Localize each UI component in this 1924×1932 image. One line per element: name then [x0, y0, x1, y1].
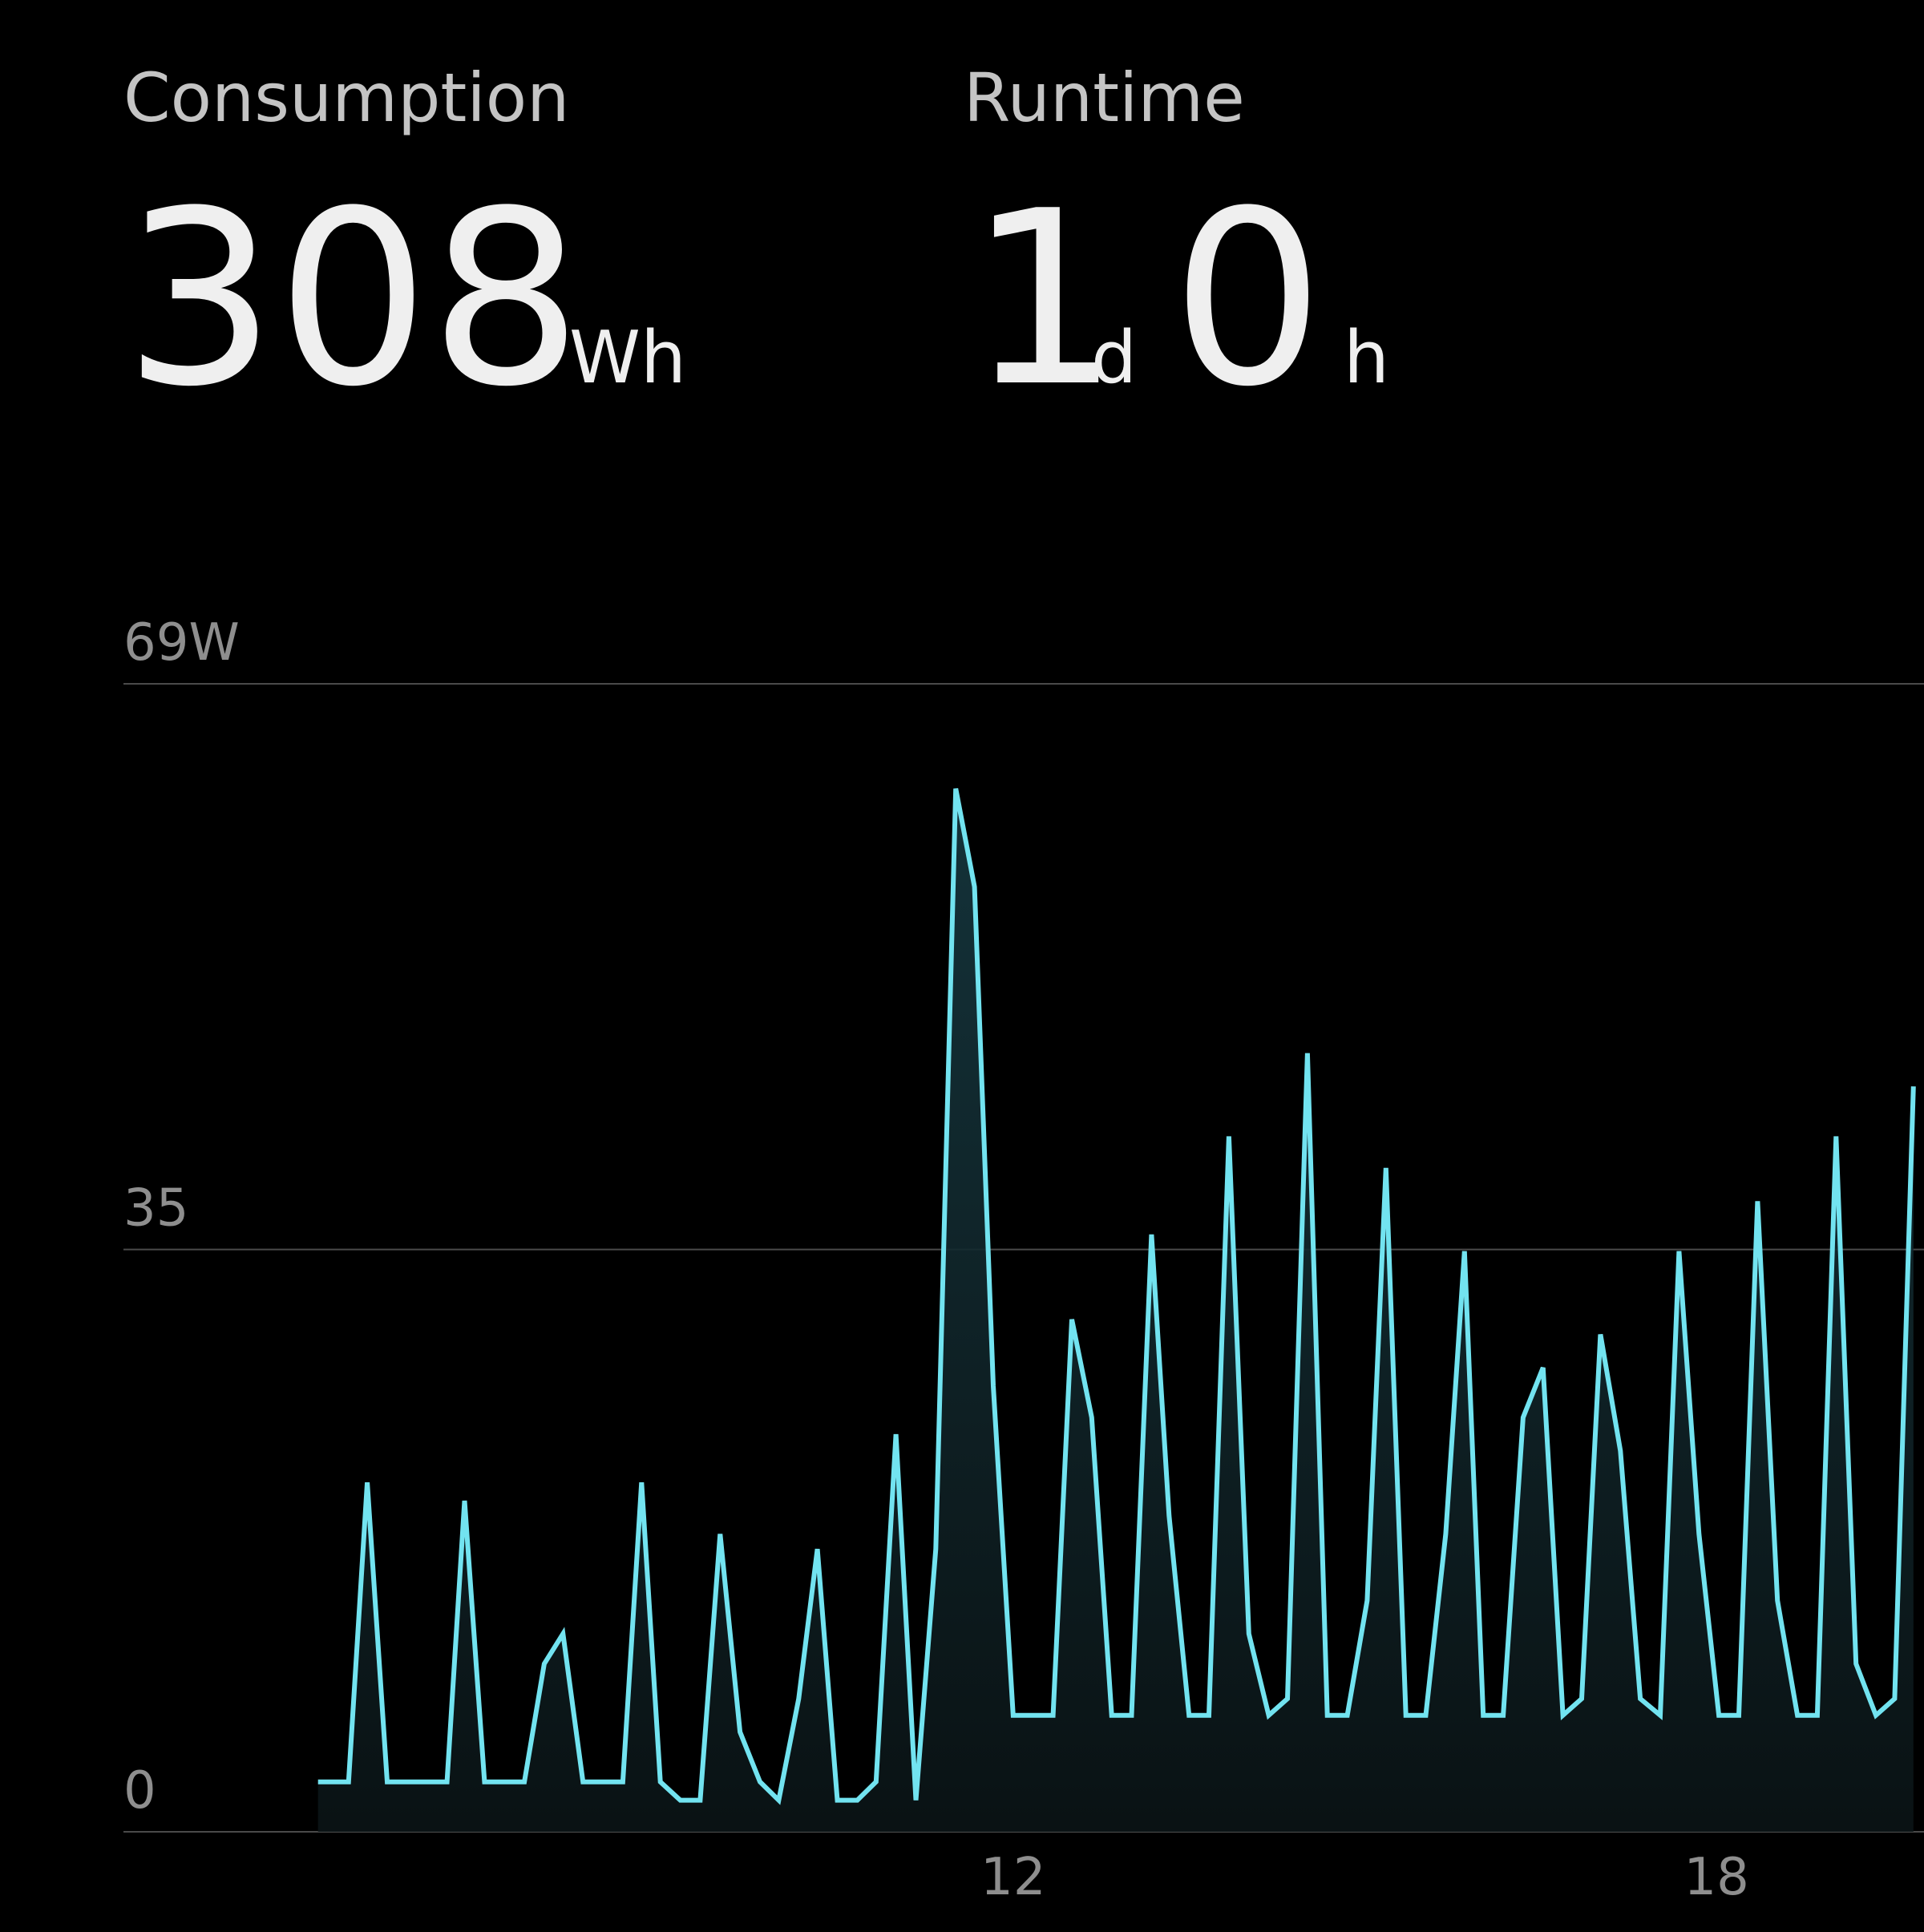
y-tick-label: 0: [123, 1761, 156, 1821]
stat-label: Runtime: [964, 59, 1245, 137]
stat-label: Consumption: [123, 59, 569, 137]
stat-value: 1: [968, 160, 1121, 439]
line: [317, 788, 1916, 1805]
stat-unit: Wh: [569, 316, 686, 400]
stat-value: 308: [123, 160, 583, 439]
x-tick-label: 12: [980, 1848, 1045, 1907]
stat-unit: d: [1091, 316, 1137, 400]
stat-unit: h: [1344, 316, 1389, 400]
x-tick-label: 18: [1684, 1848, 1748, 1907]
stat-value: 0: [1171, 160, 1324, 439]
y-tick-label: 35: [123, 1179, 188, 1239]
y-tick-label: 69W: [123, 613, 240, 673]
chart: 0 35 69W 12 18: [123, 613, 1924, 1907]
